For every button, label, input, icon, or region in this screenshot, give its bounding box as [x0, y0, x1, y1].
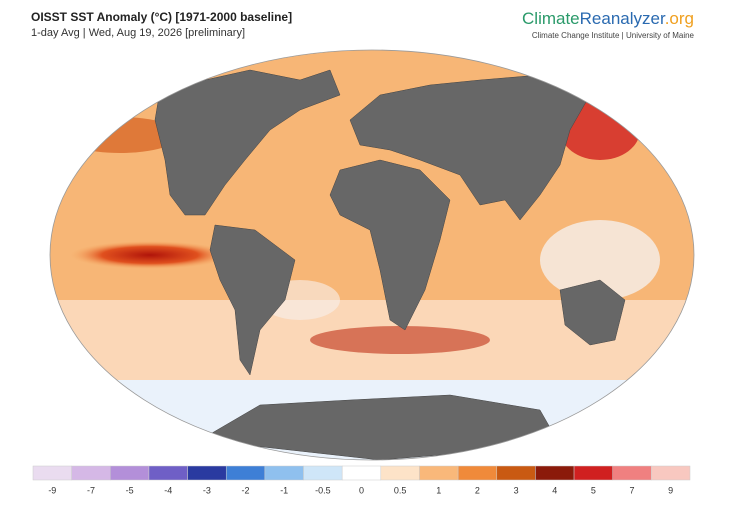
colorbar-segment: [148, 465, 188, 481]
brand: ClimateReanalyzer.org: [522, 9, 694, 28]
colorbar-tick-label: -9: [48, 485, 56, 495]
colorbar-tick-label: 3: [514, 485, 519, 495]
colorbar-tick-label: 0: [359, 485, 364, 495]
colorbar-segment: [651, 465, 691, 481]
colorbar-tick-label: -5: [126, 485, 134, 495]
colorbar-tick-label: 5: [591, 485, 596, 495]
colorbar-segment: [187, 465, 227, 481]
colorbar-segment: [71, 465, 111, 481]
colorbar-segment: [303, 465, 343, 481]
subtitle: 1-day Avg | Wed, Aug 19, 2026 [prelimina…: [31, 27, 245, 39]
brand-part: Reanalyzer: [580, 9, 666, 28]
colorbar-tick-label: 2: [475, 485, 480, 495]
colorbar-tick-label: -3: [203, 485, 211, 495]
colorbar-tick-label: 1: [436, 485, 441, 495]
colorbar: -9 -7 -5 -4 -3 -2 -1 -0.5 0 0.5 1 2 3 4 5 7 9: [32, 465, 691, 495]
land: [154, 69, 626, 460]
colorbar-tick-label: 4: [552, 485, 557, 495]
colorbar-segment: [419, 465, 459, 481]
colorbar-tick-label: 0.5: [394, 485, 407, 495]
colorbar-segment: [496, 465, 536, 481]
colorbar-segment: [110, 465, 150, 481]
colorbar-segment: [341, 465, 382, 481]
brand-part: Climate: [522, 9, 580, 28]
colorbar-tick-label: 9: [668, 485, 673, 495]
colorbar-segment: [535, 465, 575, 481]
colorbar-tick-label: -0.5: [315, 485, 331, 495]
colorbar-tick-label: -2: [242, 485, 250, 495]
colorbar-segment: [32, 465, 72, 481]
ocean-anomaly: [540, 220, 660, 300]
colorbar-tick-label: -1: [280, 485, 288, 495]
title: OISST SST Anomaly (°C) [1971-2000 baseli…: [31, 10, 292, 24]
ocean-anomaly: [310, 326, 490, 354]
colorbar-tick-label: -4: [164, 485, 172, 495]
colorbar-segment: [264, 465, 304, 481]
colorbar-tick-label: -7: [87, 485, 95, 495]
colorbar-tick-label: 7: [630, 485, 635, 495]
brand-part: .org: [665, 9, 694, 28]
affiliation: Climate Change Institute | University of…: [532, 31, 695, 40]
colorbar-segment: [573, 465, 613, 481]
colorbar-segment: [612, 465, 652, 481]
ocean-anomaly: [70, 241, 230, 269]
colorbar-segment: [380, 465, 420, 481]
map-outline: [49, 49, 695, 461]
colorbar-segment: [457, 465, 498, 481]
colorbar-segment: [225, 465, 266, 481]
